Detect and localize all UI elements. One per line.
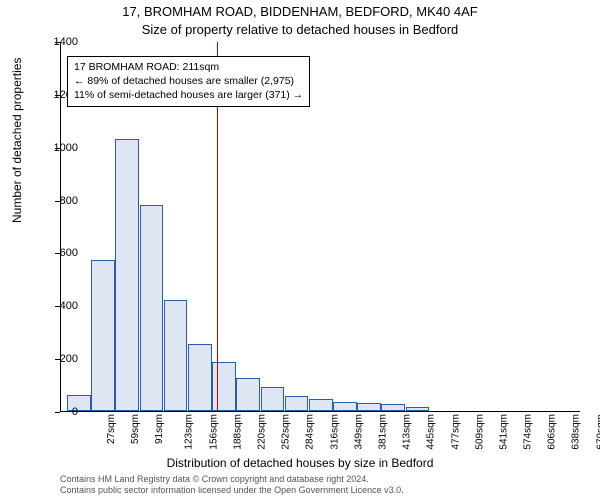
x-tick-label: 316sqm	[329, 414, 340, 450]
x-tick-label: 670sqm	[595, 414, 600, 450]
x-tick-label: 574sqm	[523, 414, 534, 450]
x-tick-label: 445sqm	[426, 414, 437, 450]
x-tick-label: 349sqm	[353, 414, 364, 450]
annotation-line3: 11% of semi-detached houses are larger (…	[74, 88, 303, 102]
x-tick-label: 91sqm	[154, 414, 165, 444]
x-tick-label: 541sqm	[498, 414, 509, 450]
histogram-bar	[357, 403, 381, 411]
chart-plot-area: 17 BROMHAM ROAD: 211sqm ← 89% of detache…	[60, 42, 580, 412]
x-tick-label: 27sqm	[106, 414, 117, 444]
page-title-line1: 17, BROMHAM ROAD, BIDDENHAM, BEDFORD, MK…	[0, 4, 600, 19]
footer-line1: Contains HM Land Registry data © Crown c…	[60, 474, 404, 485]
annotation-line2: ← 89% of detached houses are smaller (2,…	[74, 74, 303, 88]
histogram-bar	[261, 387, 285, 411]
y-tick-mark	[55, 412, 60, 413]
y-tick-label: 200	[48, 353, 78, 365]
footer-text: Contains HM Land Registry data © Crown c…	[60, 474, 404, 497]
histogram-bar	[333, 402, 357, 411]
x-tick-label: 381sqm	[378, 414, 389, 450]
histogram-bar	[91, 260, 115, 411]
x-tick-label: 509sqm	[474, 414, 485, 450]
y-tick-label: 800	[48, 195, 78, 207]
histogram-bar	[236, 378, 260, 411]
y-tick-label: 1400	[48, 36, 78, 48]
y-tick-mark	[55, 359, 60, 360]
histogram-bar	[406, 407, 430, 411]
y-tick-mark	[55, 148, 60, 149]
x-tick-label: 606sqm	[547, 414, 558, 450]
histogram-bar	[140, 205, 164, 411]
footer-line2: Contains public sector information licen…	[60, 485, 404, 496]
x-tick-label: 220sqm	[257, 414, 268, 450]
x-axis-label: Distribution of detached houses by size …	[0, 456, 600, 470]
histogram-bar	[285, 396, 309, 411]
x-tick-label: 188sqm	[232, 414, 243, 450]
y-tick-mark	[55, 42, 60, 43]
x-tick-label: 477sqm	[450, 414, 461, 450]
x-tick-label: 413sqm	[402, 414, 413, 450]
y-tick-label: 600	[48, 247, 78, 259]
y-tick-label: 0	[48, 406, 78, 418]
x-tick-label: 638sqm	[571, 414, 582, 450]
y-axis-label: Number of detached properties	[10, 58, 24, 223]
histogram-bar	[309, 399, 333, 411]
histogram-bar	[188, 344, 212, 411]
annotation-box: 17 BROMHAM ROAD: 211sqm ← 89% of detache…	[67, 56, 310, 107]
y-tick-mark	[55, 95, 60, 96]
histogram-bar	[381, 404, 405, 411]
y-tick-mark	[55, 306, 60, 307]
y-tick-mark	[55, 201, 60, 202]
x-tick-label: 59sqm	[130, 414, 141, 444]
y-tick-label: 1000	[48, 142, 78, 154]
y-tick-label: 400	[48, 300, 78, 312]
histogram-bar	[164, 300, 188, 411]
histogram-bar	[115, 139, 139, 411]
x-tick-label: 123sqm	[184, 414, 195, 450]
x-tick-label: 252sqm	[281, 414, 292, 450]
y-tick-mark	[55, 253, 60, 254]
x-tick-label: 284sqm	[305, 414, 316, 450]
x-tick-label: 156sqm	[208, 414, 219, 450]
histogram-bar	[212, 362, 236, 411]
page-title-line2: Size of property relative to detached ho…	[0, 22, 600, 37]
annotation-line1: 17 BROMHAM ROAD: 211sqm	[74, 60, 303, 74]
